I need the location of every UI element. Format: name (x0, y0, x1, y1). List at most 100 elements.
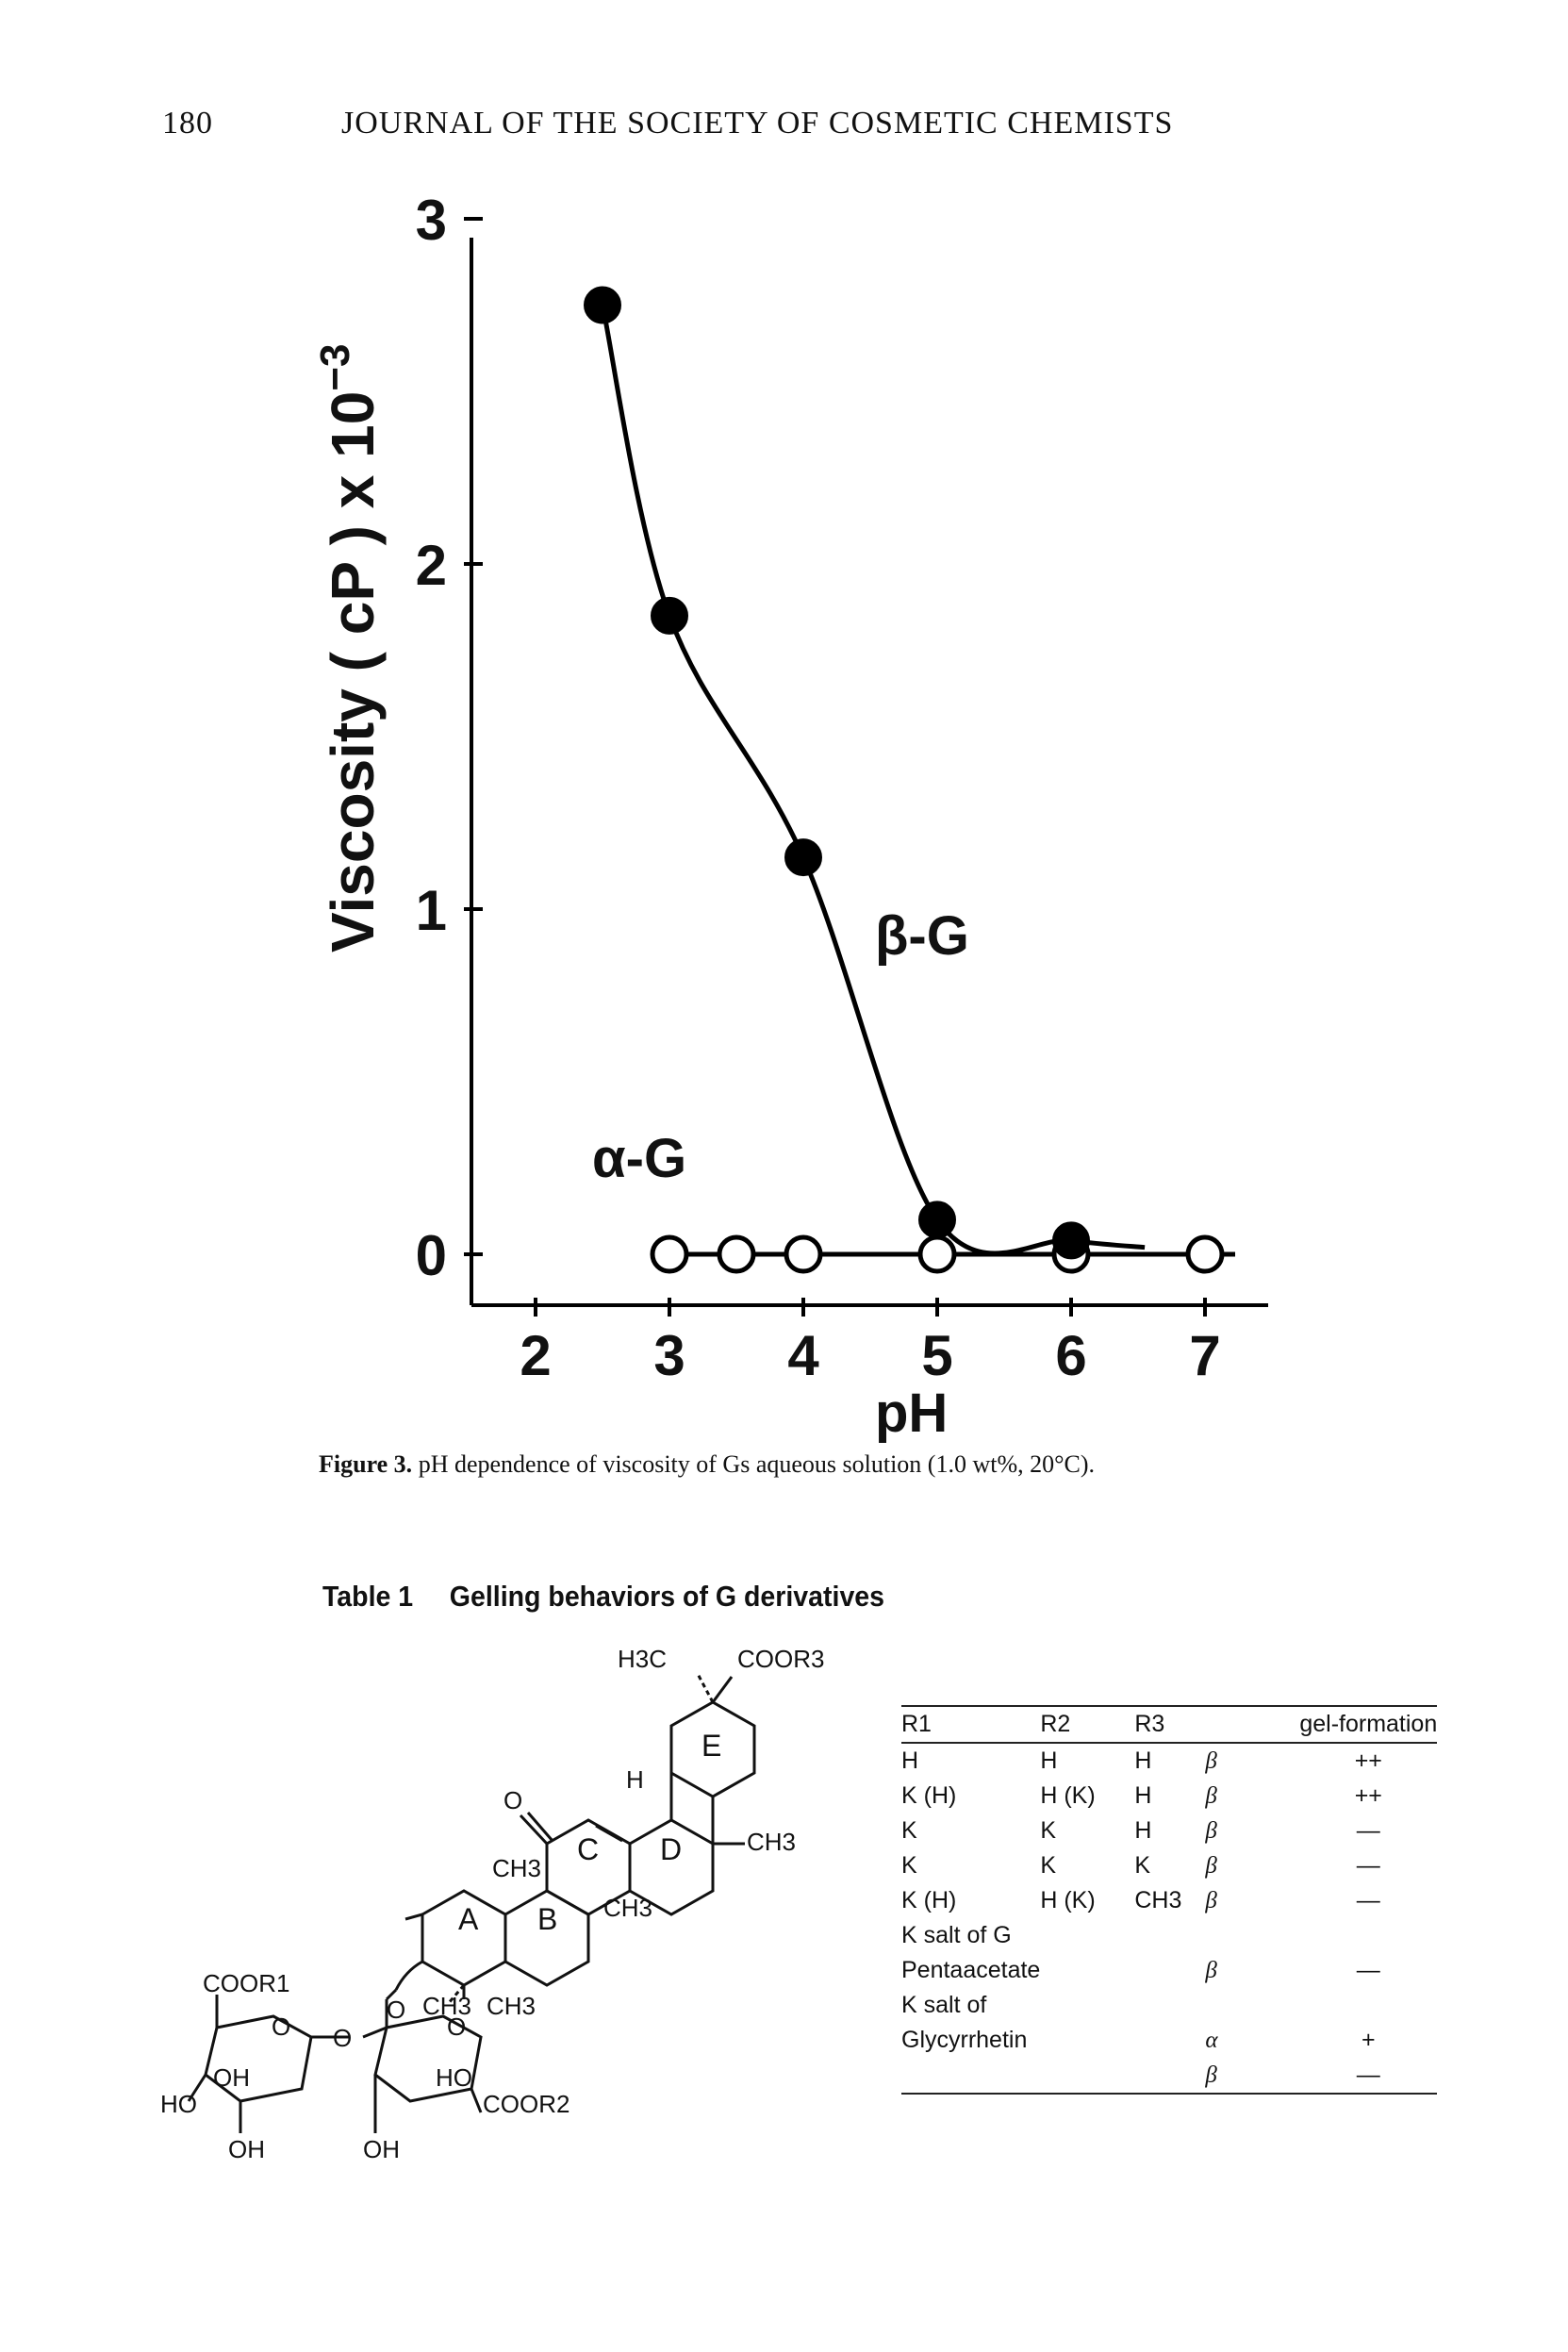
x-tick-label: 2 (520, 1324, 551, 1387)
alpha-g-point (1185, 1234, 1225, 1274)
cell: — (1356, 1852, 1380, 1879)
structure-labels: A B C D E H3C COOR3 H O CH3 CH3 CH3 CH3 … (160, 1645, 824, 2163)
cell: β (1205, 1817, 1217, 1844)
label-oh-3: OH (363, 2135, 400, 2163)
ring-label-c: C (577, 1832, 599, 1866)
ring-label-d: D (660, 1832, 682, 1866)
label-h: H (626, 1765, 644, 1794)
y-tick-label: 2 (416, 534, 447, 597)
label-ring-o2: O (447, 2012, 466, 2041)
cell: H (1040, 1747, 1058, 1774)
table-title: Table 1 Gelling behaviors of G derivative… (322, 1580, 884, 1614)
label-ho-1: HO (160, 2090, 197, 2118)
table-row: Glycyrrhetin α + (901, 2023, 1437, 2058)
chart-ticks: 0 1 2 3 2 3 4 5 6 7 (416, 189, 1221, 1387)
alpha-g-point (717, 1234, 756, 1274)
header-gel-formation: gel-formation (1299, 1705, 1438, 1744)
cell (1040, 1988, 1134, 2023)
caption-text: pH dependence of viscosity of Gs aqueous… (412, 1450, 1096, 1478)
cell: β (1205, 1747, 1217, 1774)
cell: K (1134, 1852, 1151, 1879)
viscosity-chart: 0 1 2 3 2 3 4 5 6 7 Viscosity ( cP ) x 10−3 pH β-… (312, 189, 1268, 1443)
header-r1: R1 (901, 1705, 1041, 1744)
header-r2: R2 (1040, 1705, 1135, 1744)
x-tick-label: 6 (1055, 1324, 1086, 1387)
cell (1134, 1953, 1205, 1988)
cell: K salt of G (901, 1922, 1012, 1948)
y-tick-label: 0 (416, 1224, 447, 1287)
label-ch3-a2: CH3 (487, 1992, 536, 2020)
cell (1040, 1918, 1134, 1953)
cell (1040, 2058, 1135, 2095)
table-row: K K Hβ — (901, 1814, 1437, 1848)
beta-g-point (1052, 1221, 1090, 1260)
series-label-beta-g: β-G (875, 905, 969, 967)
y-tick-label: 1 (416, 879, 447, 942)
structure-bonds (187, 1673, 756, 2133)
cell: H (1134, 1782, 1152, 1809)
series-label-alpha-g: α-G (592, 1128, 686, 1189)
caption-label: Figure 3. (319, 1450, 413, 1478)
cell: K (901, 1852, 917, 1879)
cell: — (1356, 1817, 1380, 1844)
label-keto-o: O (503, 1786, 522, 1814)
cell: K (901, 1817, 917, 1844)
cell: H (1134, 1747, 1152, 1774)
cell: H (K) (1040, 1782, 1096, 1809)
ring-label-e: E (701, 1729, 721, 1763)
cell: K (1040, 1852, 1057, 1879)
label-ho-2: HO (436, 2063, 472, 2092)
label-ring-o1: O (272, 2012, 290, 2041)
cell: β (1205, 2058, 1300, 2095)
ring-label-a: A (458, 1902, 479, 1936)
label-coor3: COOR3 (737, 1645, 824, 1673)
cell (1205, 1988, 1299, 2023)
label-ch3-bc: CH3 (492, 1854, 541, 1882)
cell (1205, 1918, 1299, 1953)
figure-caption: Figure 3. pH dependence of viscosity of … (319, 1450, 1095, 1479)
header-form (1205, 1705, 1300, 1744)
beta-g-point (584, 286, 621, 324)
cell: Pentaacetate (901, 1957, 1041, 1983)
cell: H (K) (1040, 1887, 1096, 1913)
alpha-g-point (784, 1234, 823, 1274)
label-oh-2: OH (228, 2135, 265, 2163)
beta-g-point (918, 1201, 956, 1239)
cell (1299, 1918, 1437, 1953)
ring-label-b: B (537, 1902, 557, 1936)
cell (901, 2058, 1041, 2095)
cell: Glycyrrhetin (901, 2027, 1028, 2053)
cell (1040, 2023, 1134, 2058)
chart-points (584, 286, 1225, 1274)
cell (1134, 2058, 1206, 2095)
page-number: 180 (162, 106, 213, 141)
x-tick-label: 3 (653, 1324, 685, 1387)
beta-g-point (651, 596, 688, 635)
cell: — (1356, 1887, 1380, 1913)
cell: H (1134, 1817, 1152, 1844)
cell: CH3 (1134, 1887, 1182, 1913)
header-r3: R3 (1134, 1705, 1206, 1744)
alpha-g-point (917, 1234, 957, 1274)
table-row: β — (901, 2058, 1438, 2095)
cell (1299, 1988, 1437, 2023)
table-row: Pentaacetate β — (901, 1953, 1437, 1988)
chart-axes (470, 238, 1268, 1307)
cell: K salt of (901, 1992, 987, 2018)
y-tick-label: 3 (416, 189, 447, 252)
cell (1134, 1988, 1205, 2023)
label-h3c: H3C (618, 1645, 667, 1673)
cell: K (1040, 1817, 1057, 1844)
table-title-label: Table 1 (322, 1580, 414, 1613)
cell: β (1205, 1782, 1217, 1809)
table-row: K salt of G (901, 1918, 1437, 1953)
cell: ++ (1354, 1747, 1382, 1774)
table-row: K salt of (901, 1988, 1437, 2023)
x-tick-label: 4 (787, 1324, 819, 1387)
table-row: K K Kβ — (901, 1848, 1437, 1883)
cell: + (1361, 2027, 1376, 2053)
label-oh-1: OH (213, 2063, 250, 2092)
label-ch3-a1: CH3 (422, 1992, 471, 2020)
